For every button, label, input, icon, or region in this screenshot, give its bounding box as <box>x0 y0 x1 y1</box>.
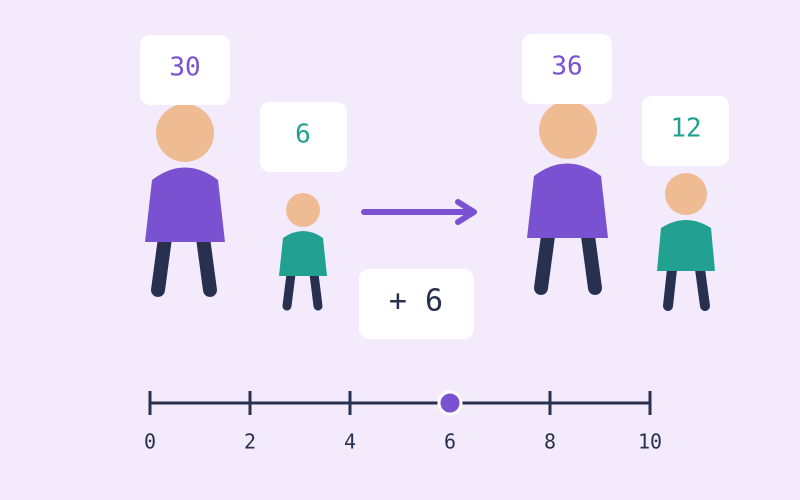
label-box <box>140 35 230 105</box>
label-box <box>522 34 612 104</box>
tick-label: 6 <box>444 430 456 454</box>
tick-label: 0 <box>144 430 156 454</box>
operation-box <box>359 269 474 339</box>
adult-age: 30 <box>169 53 200 83</box>
adult-figure <box>145 104 225 297</box>
child-age: 12 <box>670 114 701 144</box>
child-figure <box>657 173 715 311</box>
arrow <box>361 199 477 225</box>
child-figure <box>279 193 327 311</box>
tick-label: 2 <box>244 430 256 454</box>
tick-label: 8 <box>544 430 556 454</box>
adult-figure <box>527 101 608 295</box>
tick-label: 10 <box>638 430 662 454</box>
label-box <box>642 96 729 166</box>
label-box <box>260 102 347 172</box>
child-age: 6 <box>295 120 311 150</box>
slider-knob[interactable] <box>437 390 463 416</box>
tick-label: 4 <box>344 430 356 454</box>
adult-age: 36 <box>551 52 582 82</box>
operation: + 6 <box>389 284 443 319</box>
